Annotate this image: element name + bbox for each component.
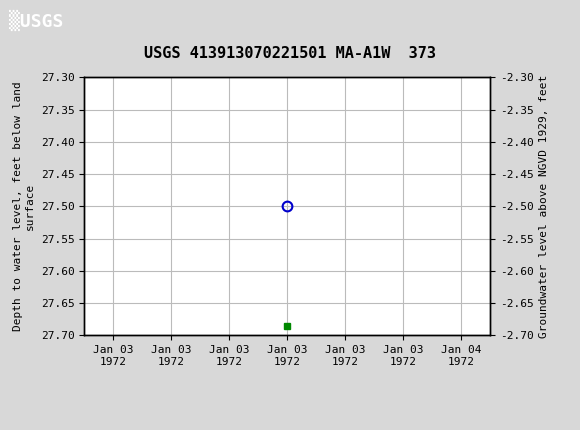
Y-axis label: Groundwater level above NGVD 1929, feet: Groundwater level above NGVD 1929, feet: [539, 75, 549, 338]
Text: USGS 413913070221501 MA-A1W  373: USGS 413913070221501 MA-A1W 373: [144, 46, 436, 61]
Text: ▒USGS: ▒USGS: [9, 9, 63, 31]
Y-axis label: Depth to water level, feet below land
surface: Depth to water level, feet below land su…: [13, 82, 35, 331]
